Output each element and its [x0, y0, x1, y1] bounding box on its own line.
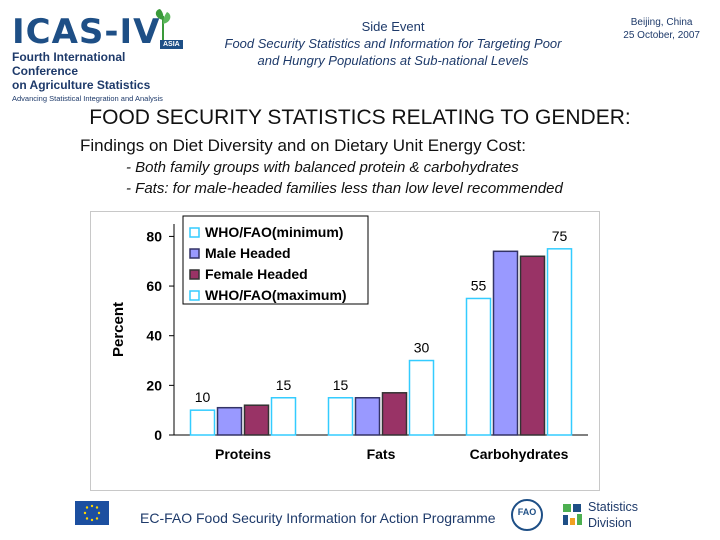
legend-label: Male Headed: [205, 245, 291, 261]
bullet-2: - Fats: for male-headed families less th…: [126, 180, 563, 197]
conference-logo: ICAS-IV ASIA Fourth International Confer…: [12, 9, 192, 103]
x-tick-label: Carbohydrates: [470, 446, 569, 462]
logo-badge: ASIA: [160, 40, 183, 49]
statistics-division: Statistics Division: [588, 499, 638, 531]
bullet-1: - Both family groups with balanced prote…: [126, 159, 519, 176]
bar: [465, 297, 492, 436]
event-place: Beijing, China 25 October, 2007: [623, 16, 700, 42]
legend-swatch: [189, 248, 200, 259]
y-tick-label: 20: [146, 377, 162, 393]
event-subtitle-2: and Hungry Populations at Sub-national L…: [257, 53, 529, 68]
data-label: 55: [471, 277, 487, 293]
legend-label: WHO/FAO(maximum): [205, 287, 347, 303]
legend-swatch: [189, 269, 200, 280]
event-date: 25 October, 2007: [623, 30, 700, 41]
y-axis-label: Percent: [110, 302, 127, 357]
bar: [546, 248, 573, 436]
y-tick-label: 0: [154, 427, 162, 443]
data-label: 15: [276, 377, 292, 393]
program-name: EC-FAO Food Security Information for Act…: [140, 510, 496, 526]
event-subtitle-1: Food Security Statistics and Information…: [224, 36, 562, 51]
stats-line1: Statistics: [588, 500, 639, 514]
legend-swatch: [189, 227, 200, 238]
bar: [519, 255, 546, 436]
logo-text: ICAS-IV: [12, 12, 161, 52]
legend-label: Female Headed: [205, 266, 308, 282]
y-tick-label: 60: [146, 278, 162, 294]
stats-line2: Division: [588, 516, 632, 530]
x-tick-label: Proteins: [215, 446, 271, 462]
eu-flag-icon: [75, 501, 109, 525]
bar: [189, 409, 216, 436]
legend-label: WHO/FAO(minimum): [205, 224, 343, 240]
y-tick-label: 80: [146, 228, 162, 244]
leaf-icon: [155, 9, 171, 42]
bar: [408, 359, 435, 436]
x-tick-label: Fats: [367, 446, 396, 462]
data-label: 15: [333, 377, 349, 393]
statistics-division-icon: [563, 504, 582, 525]
fao-mark: FAO: [517, 507, 537, 517]
legend-swatch: [189, 290, 200, 301]
bar: [216, 406, 243, 436]
bar-chart: 0 20 40 60 80 Percent Proteins Fats Carbohydrate…: [110, 215, 588, 462]
data-label: 75: [552, 228, 568, 244]
data-label: 10: [195, 389, 211, 405]
bar: [327, 397, 354, 436]
conference-line2: on Agriculture Statistics: [12, 78, 151, 92]
event-city: Beijing, China: [630, 17, 693, 28]
event-title: Side Event: [361, 19, 425, 34]
chart-frame: 0 20 40 60 80 Percent Proteins Fats Carbohydrate…: [90, 211, 600, 491]
page-title: FOOD SECURITY STATISTICS RELATING TO GEN…: [89, 106, 631, 129]
bar: [492, 250, 519, 436]
data-label: 30: [414, 340, 430, 356]
conference-line1: Fourth International Conference: [12, 50, 126, 78]
conference-tagline: Advancing Statistical Integration and An…: [12, 94, 163, 103]
y-tick-label: 40: [146, 328, 162, 344]
fao-logo-icon: FAO: [511, 499, 543, 531]
legend-box: [182, 215, 369, 305]
findings-heading: Findings on Diet Diversity and on Dietar…: [80, 136, 526, 155]
bar: [243, 404, 270, 436]
bar: [270, 397, 297, 436]
event-heading: Side Event Food Security Statistics and …: [190, 18, 596, 69]
bar: [354, 397, 381, 436]
bar: [381, 392, 408, 436]
